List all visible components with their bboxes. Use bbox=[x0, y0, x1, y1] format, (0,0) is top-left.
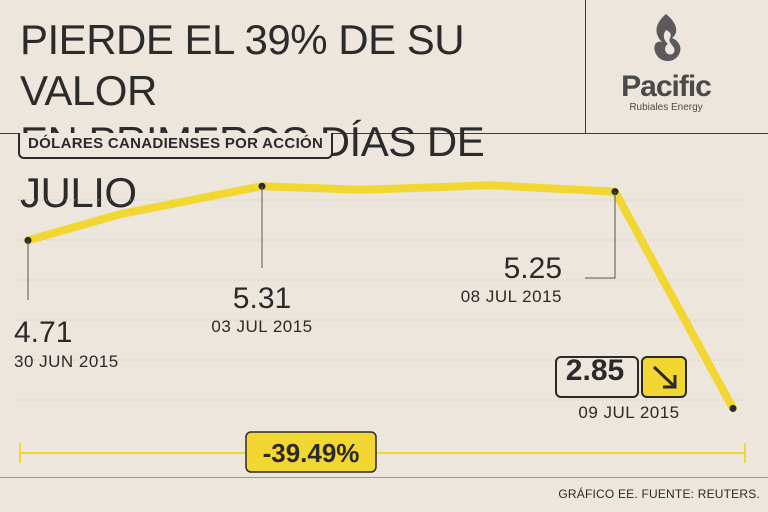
flame-icon bbox=[654, 14, 681, 62]
value-label: 4.71 bbox=[14, 316, 72, 349]
data-point bbox=[729, 404, 737, 412]
value-label: 2.85 bbox=[566, 354, 624, 387]
logo-text: Pacific bbox=[621, 70, 712, 103]
series-line bbox=[24, 181, 737, 413]
date-label: 30 JUN 2015 bbox=[14, 352, 119, 371]
arrow-head bbox=[663, 375, 677, 389]
arrow-shaft bbox=[652, 365, 676, 388]
change-label: -39.49% bbox=[263, 438, 360, 468]
header-divider bbox=[585, 0, 586, 133]
header: PIERDE EL 39% DE SU VALOR EN PRIMEROS DÍ… bbox=[0, 0, 768, 216]
value-box bbox=[555, 356, 639, 398]
logo: Pacific Rubiales Energy bbox=[600, 10, 760, 120]
date-label: 08 JUL 2015 bbox=[461, 287, 562, 306]
unit-label: DÓLARES CANADIENSES POR ACCIÓN bbox=[18, 133, 334, 159]
arrow-down-right-icon bbox=[641, 356, 687, 398]
value-label: 5.25 bbox=[504, 252, 562, 285]
leader-line bbox=[585, 191, 616, 279]
date-label: 03 JUL 2015 bbox=[211, 317, 312, 336]
source-note: GRÁFICO EE. FUENTE: REUTERS. bbox=[558, 487, 760, 501]
value-label: 5.31 bbox=[233, 282, 291, 315]
title-line-1: PIERDE EL 39% DE SU VALOR bbox=[20, 16, 465, 114]
change-range: -39.49% bbox=[19, 431, 746, 473]
date-label: 09 JUL 2015 bbox=[578, 403, 679, 422]
page-title: PIERDE EL 39% DE SU VALOR EN PRIMEROS DÍ… bbox=[20, 14, 580, 218]
logo-subtext: Rubiales Energy bbox=[629, 102, 703, 113]
chart-labels: 4.71 30 JUN 2015 5.31 03 JUL 2015 5.25 08 JUL… bbox=[14, 186, 687, 422]
chart-marks bbox=[24, 181, 737, 413]
footer-divider bbox=[0, 477, 768, 478]
change-badge bbox=[245, 431, 377, 473]
